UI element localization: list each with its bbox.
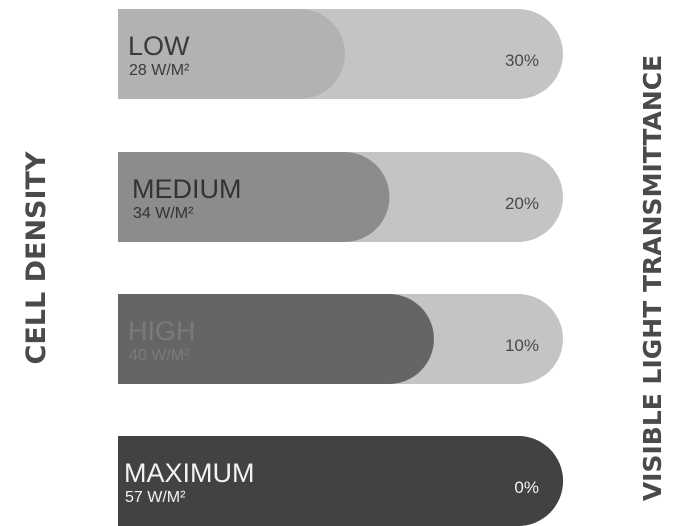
y-axis-title: CELL DENSITY <box>21 151 52 364</box>
bar-fill-high <box>118 294 434 384</box>
category-label-maximum: MAXIMUM <box>124 458 255 488</box>
bar-fill-maximum <box>118 436 563 526</box>
bar-fill-medium <box>118 152 390 242</box>
category-label-high: HIGH <box>128 316 196 346</box>
bar-fill-low <box>118 9 345 99</box>
value-label-maximum: 0% <box>514 478 539 497</box>
value-label-medium: 20% <box>505 194 539 213</box>
category-label-low: LOW <box>128 31 190 61</box>
value-label-low: 30% <box>505 51 539 70</box>
category-label-medium: MEDIUM <box>132 174 242 204</box>
power-label-maximum: 57 W/M² <box>125 489 186 506</box>
power-label-high: 40 W/M² <box>129 347 190 364</box>
x-axis-title: VISIBLE LIGHT TRANSMITTANCE <box>638 55 667 501</box>
power-label-medium: 34 W/M² <box>133 205 194 222</box>
value-label-high: 10% <box>505 336 539 355</box>
power-label-low: 28 W/M² <box>129 62 190 79</box>
